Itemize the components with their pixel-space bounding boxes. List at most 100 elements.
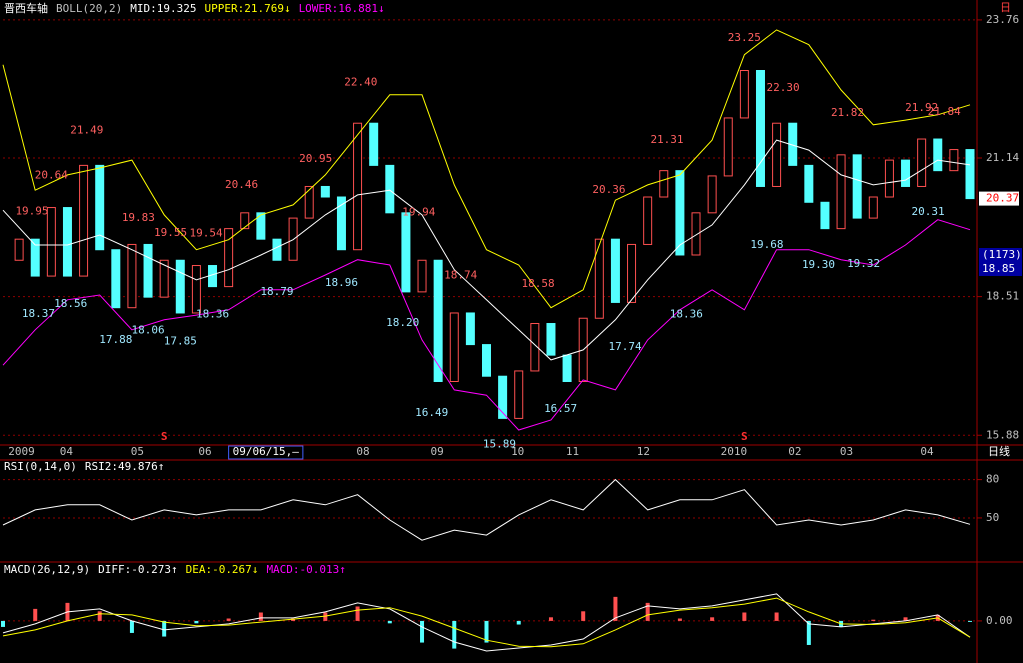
x-tick-label: 06 [198,445,211,458]
low-label: 18.37 [22,307,55,320]
candle [852,154,862,219]
candle [498,375,508,419]
candle [433,259,443,382]
macd-bar [806,620,811,645]
candle [901,159,911,187]
toolbar-icon[interactable]: 日 [1000,1,1011,14]
macd-bar [1,620,5,627]
macd-bar [194,620,199,624]
low-label: 18.36 [196,308,229,321]
indicator-line [2,597,971,648]
low-label: 19.68 [750,238,783,251]
low-label: 20.31 [912,205,945,218]
low-label: 18.79 [260,285,293,298]
legend-entry: RSI2:49.876↑ [85,460,164,473]
macd-bar [903,617,908,621]
last-price: 20.37 [986,192,1019,205]
candle [884,159,894,198]
candle [691,212,701,256]
candle [965,149,975,200]
high-label: 18.58 [522,277,555,290]
macd-bar [774,612,779,621]
low-label: 17.85 [164,334,197,347]
candle [530,323,540,372]
candle [465,312,475,346]
candle [482,344,491,377]
candle [675,170,685,256]
macd-bar [484,620,489,643]
candle [79,164,89,277]
candle [820,201,830,230]
legend-entry: LOWER:16.881↓ [299,2,385,15]
candle [30,238,40,277]
high-label: 20.36 [592,183,625,196]
macd-bar [420,620,425,643]
macd-bar [97,611,102,621]
panel-title: 晋西车轴 [4,1,48,15]
cursor-volume: (1173) [982,248,1022,261]
candle [449,312,459,382]
low-label: 15.89 [483,438,516,451]
y-tick-label: 0.00 [986,614,1013,627]
period-label: 日线 [988,444,1010,458]
candle [320,185,330,198]
y-tick-label: 18.51 [986,290,1019,303]
candle [933,138,943,172]
low-label: 16.49 [415,406,448,419]
high-label: 19.94 [402,205,435,218]
candle [659,170,669,198]
high-label: 21.92 [905,101,938,114]
macd-bar [226,618,231,621]
x-tick-label: 12 [637,445,650,458]
candle [62,207,72,277]
high-label: 21.84 [928,105,961,118]
macd-bar [613,596,618,621]
x-tick-label: 08 [356,445,369,458]
low-label: 18.56 [54,297,87,310]
x-tick-label: 10 [511,445,524,458]
high-label: 21.31 [650,133,683,146]
x-tick-label: 2009 [8,445,35,458]
legend-entry: DEA:-0.267↓ [186,563,259,576]
candle [272,238,282,261]
candle [14,238,24,261]
macd-bar [581,611,586,621]
high-label: 20.95 [299,152,332,165]
cursor-date-box [228,445,304,460]
panel-title: RSI(0,14,0) [4,460,77,473]
candle [417,259,427,293]
candle [546,323,556,356]
x-tick-label: 11 [566,445,579,458]
candle [594,238,604,319]
macd-bar [677,618,682,621]
high-label: 20.64 [35,168,68,181]
x-tick-label: 2010 [721,445,748,458]
low-label: 16.57 [544,402,577,415]
macd-bar [258,612,263,621]
indicator-line [2,29,971,309]
candle [723,117,733,177]
high-label: 19.54 [190,226,223,239]
candle [804,164,814,203]
candle [610,238,620,303]
candle [191,265,201,314]
legend-entry: MID:19.325 [130,2,196,15]
candle [46,207,56,277]
candle [755,70,765,187]
low-label: 17.88 [99,333,132,346]
candle [95,164,105,251]
y-tick-label: 50 [986,511,999,524]
x-tick-label: 02 [788,445,801,458]
high-label: 21.49 [70,124,103,137]
legend-entry: MACD:-0.013↑ [266,563,345,576]
candle [772,122,782,187]
macd-bar [548,617,553,621]
high-label: 23.25 [728,31,761,44]
low-label: 18.96 [325,276,358,289]
candle [353,122,363,251]
candle [127,243,137,309]
candle [643,196,653,245]
indicator-line [2,219,971,431]
